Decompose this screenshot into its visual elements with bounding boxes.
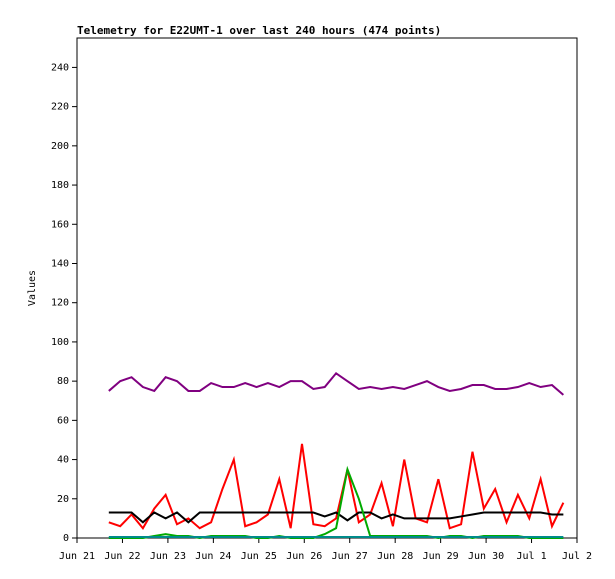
y-tick-label: 60: [57, 415, 69, 426]
plot-frame: [76, 37, 578, 539]
x-tick-label: Jun 22: [104, 551, 140, 562]
x-tick-label: Jun 21: [59, 551, 95, 562]
series-line: [108, 371, 565, 396]
x-tick-label: Jul 2: [562, 551, 592, 562]
x-tick-label: Jun 24: [195, 551, 231, 562]
series-line: [108, 511, 564, 524]
x-tick-label: Jun 25: [241, 551, 277, 562]
y-tick-label: 200: [51, 141, 69, 152]
chart-title: Telemetry for E22UMT-1 over last 240 hou…: [77, 24, 441, 37]
y-tick-label: 0: [63, 533, 69, 544]
x-tick-label: Jun 23: [150, 551, 186, 562]
x-tick-label: Jul 1: [516, 551, 546, 562]
y-tick-label: 100: [51, 337, 69, 348]
y-axis-label: Values: [27, 270, 38, 306]
y-tick-label: 20: [57, 494, 69, 505]
y-tick-label: 120: [51, 298, 69, 309]
y-tick-label: 80: [57, 376, 69, 387]
x-tick-label: Jun 26: [286, 551, 322, 562]
series-line: [108, 443, 565, 530]
y-tick-label: 40: [57, 455, 69, 466]
y-tick-label: 160: [51, 219, 69, 230]
x-tick-label: Jun 30: [468, 551, 504, 562]
y-tick-label: 140: [51, 258, 69, 269]
x-tick-label: Jun 28: [377, 551, 413, 562]
x-tick-label: Jun 29: [423, 551, 459, 562]
series-line: [108, 465, 564, 540]
y-tick-label: 240: [51, 62, 69, 73]
y-tick-label: 180: [51, 180, 69, 191]
x-tick-label: Jun 27: [332, 551, 368, 562]
y-tick-label: 220: [51, 102, 69, 113]
